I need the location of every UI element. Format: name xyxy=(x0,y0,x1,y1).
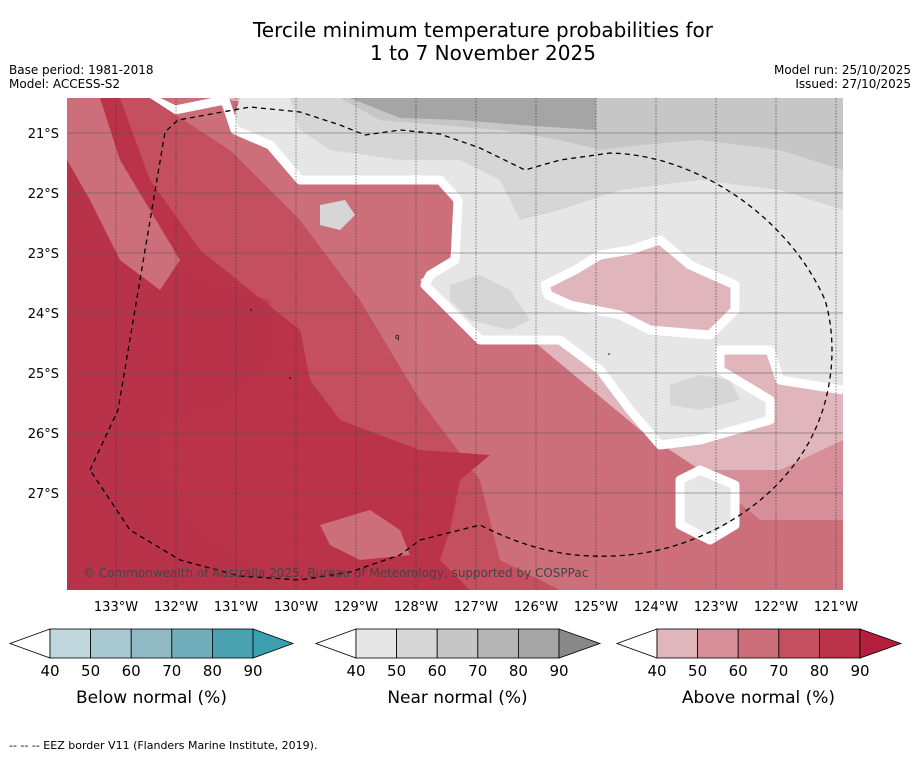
lat-label: 24°S xyxy=(28,307,59,322)
base-period: Base period: 1981-2018 xyxy=(9,63,154,77)
colorbar-near-normal: 40 50 60 70 80 90 Near normal (%) xyxy=(314,628,602,708)
grid-lines xyxy=(115,98,837,590)
colorbar-segment xyxy=(819,628,861,659)
lat-label: 27°S xyxy=(28,487,59,502)
lat-label: 25°S xyxy=(28,367,59,382)
lat-label: 21°S xyxy=(28,127,59,142)
lat-label: 22°S xyxy=(28,187,59,202)
colorbar-tick-label: 50 xyxy=(688,662,707,680)
lon-label: 126°W xyxy=(514,600,558,615)
lon-label: 123°W xyxy=(694,600,738,615)
colorbar-segment xyxy=(49,628,91,659)
lon-label: 132°W xyxy=(154,600,198,615)
colorbar-tick-label: 50 xyxy=(387,662,406,680)
model-info: Base period: 1981-2018 Model: ACCESS-S2 xyxy=(9,63,154,91)
colorbar-segment xyxy=(477,628,519,659)
colorbar-tick-label: 90 xyxy=(243,662,262,680)
colorbar-tick-label: 40 xyxy=(647,662,666,680)
run-info: Model run: 25/10/2025 Issued: 27/10/2025 xyxy=(774,63,911,91)
latitude-labels: 21°S 22°S 23°S 24°S 25°S 26°S 27°S xyxy=(28,127,59,502)
colorbar-above-normal: 40 50 60 70 80 90 Above normal (%) xyxy=(615,628,903,708)
colorbar-tick-label: 80 xyxy=(203,662,222,680)
lon-label: 122°W xyxy=(754,600,798,615)
model-name: Model: ACCESS-S2 xyxy=(9,77,121,91)
colorbar-min-arrow xyxy=(615,628,658,659)
colorbar-segment xyxy=(436,628,479,659)
probability-field: q © Commonwealth of Australia 2025, Bure… xyxy=(67,98,843,590)
colorbar-tick-label: 40 xyxy=(346,662,365,680)
colorbar-segment xyxy=(656,628,698,659)
colorbar-tick-label: 80 xyxy=(810,662,829,680)
colorbar-tick-label: 90 xyxy=(850,662,869,680)
lat-label: 23°S xyxy=(28,247,59,262)
colorbar-tick-label: 40 xyxy=(40,662,59,680)
colorbar-tick-label: 60 xyxy=(428,662,447,680)
colorbar-tick-label: 70 xyxy=(769,662,788,680)
colorbar-segment xyxy=(211,628,254,659)
colorbar-min-arrow xyxy=(8,628,51,659)
colorbar-tick-label: 90 xyxy=(549,662,568,680)
colorbar-max-arrow xyxy=(252,628,295,659)
colorbar-label: Below normal (%) xyxy=(76,688,227,708)
colorbar-tick-label: 80 xyxy=(509,662,528,680)
colorbar-tick-label: 60 xyxy=(729,662,748,680)
colorbar-segment xyxy=(396,628,438,659)
colorbar-segment xyxy=(355,628,397,659)
colorbar-tick-label: 70 xyxy=(162,662,181,680)
lon-label: 130°W xyxy=(274,600,318,615)
colorbar-min-arrow xyxy=(314,628,357,659)
colorbar-label: Near normal (%) xyxy=(387,688,527,708)
longitude-labels: 133°W 132°W 131°W 130°W 129°W 128°W 127°… xyxy=(94,600,858,615)
lon-label: 121°W xyxy=(814,600,858,615)
svg-text:q: q xyxy=(395,333,399,341)
lat-label: 26°S xyxy=(28,427,59,442)
eez-border xyxy=(89,106,833,581)
title-line-1: Tercile minimum temperature probabilitie… xyxy=(252,18,714,42)
copyright-notice: © Commonwealth of Australia 2025, Bureau… xyxy=(83,566,588,580)
map-title: Tercile minimum temperature probabilitie… xyxy=(0,19,919,65)
lon-label: 124°W xyxy=(634,600,678,615)
lon-label: 129°W xyxy=(334,600,378,615)
colorbar-below-normal: 40 50 60 70 80 90 Below normal (%) xyxy=(8,628,295,708)
colorbar-segment xyxy=(518,628,560,659)
colorbar-segment xyxy=(171,628,213,659)
colorbar-tick-label: 50 xyxy=(81,662,100,680)
lon-label: 133°W xyxy=(94,600,138,615)
lon-label: 125°W xyxy=(574,600,618,615)
model-run: Model run: 25/10/2025 xyxy=(773,63,911,77)
colorbar-segment xyxy=(697,628,739,659)
lon-label: 131°W xyxy=(214,600,258,615)
lon-label: 127°W xyxy=(454,600,498,615)
colorbar-max-arrow xyxy=(558,628,602,659)
colorbar-segment xyxy=(778,628,820,659)
title-line-2: 1 to 7 November 2025 xyxy=(370,41,596,65)
colorbar-tick-label: 70 xyxy=(468,662,487,680)
colorbar-max-arrow xyxy=(859,628,903,659)
colorbar-tick-label: 60 xyxy=(122,662,141,680)
issued-date: Issued: 27/10/2025 xyxy=(795,77,911,91)
colorbar-segment xyxy=(737,628,780,659)
colorbar-segment xyxy=(90,628,132,659)
colorbar-segment xyxy=(130,628,173,659)
eez-footnote: -- -- -- EEZ border V11 (Flanders Marine… xyxy=(9,739,318,752)
lon-label: 128°W xyxy=(394,600,438,615)
colorbar-label: Above normal (%) xyxy=(682,688,835,708)
